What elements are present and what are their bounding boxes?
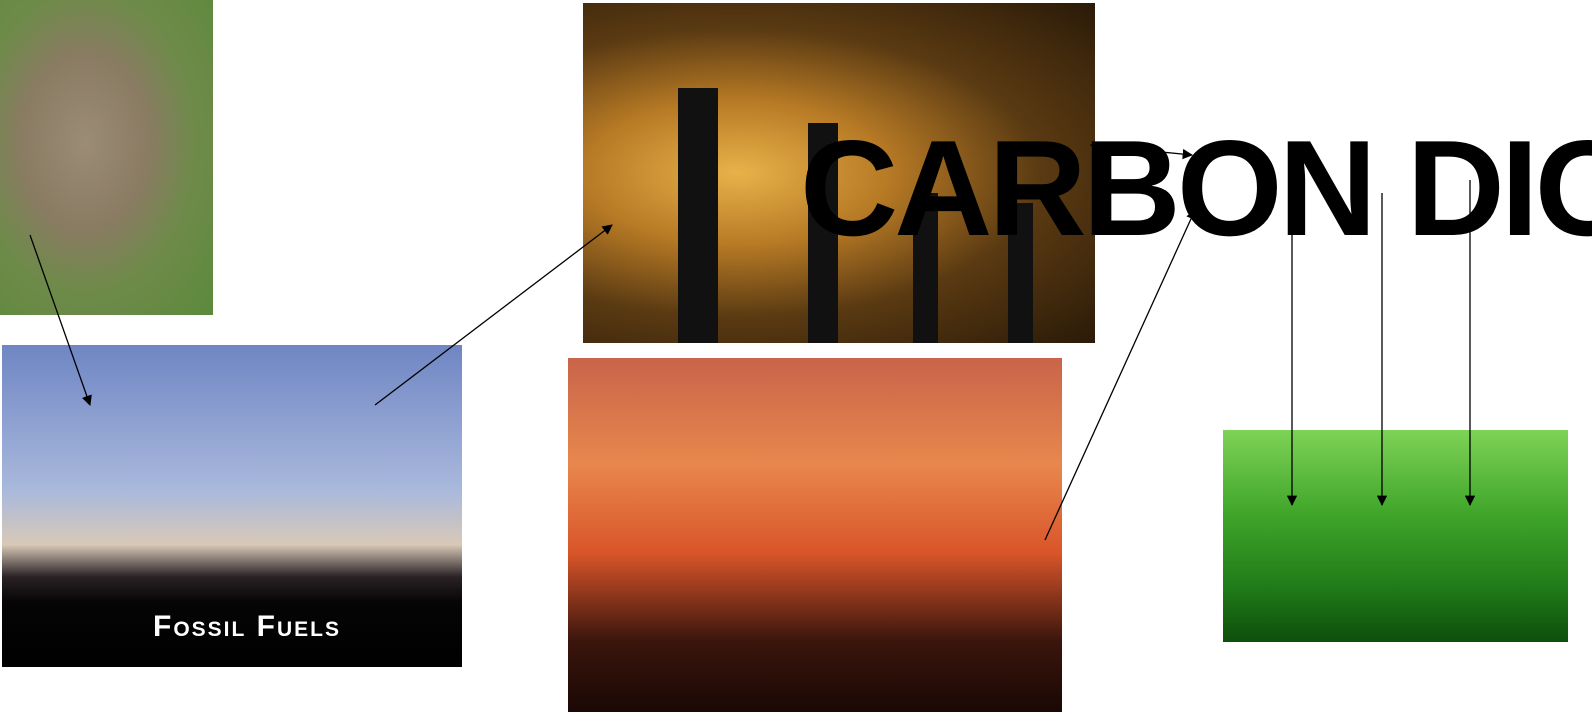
arrow bbox=[1090, 145, 1192, 155]
arrows bbox=[0, 0, 1592, 725]
slide: Fossil Fuels CARBON DIO bbox=[0, 0, 1592, 725]
arrow bbox=[30, 235, 90, 405]
arrow bbox=[1045, 210, 1195, 540]
arrow bbox=[375, 225, 612, 405]
